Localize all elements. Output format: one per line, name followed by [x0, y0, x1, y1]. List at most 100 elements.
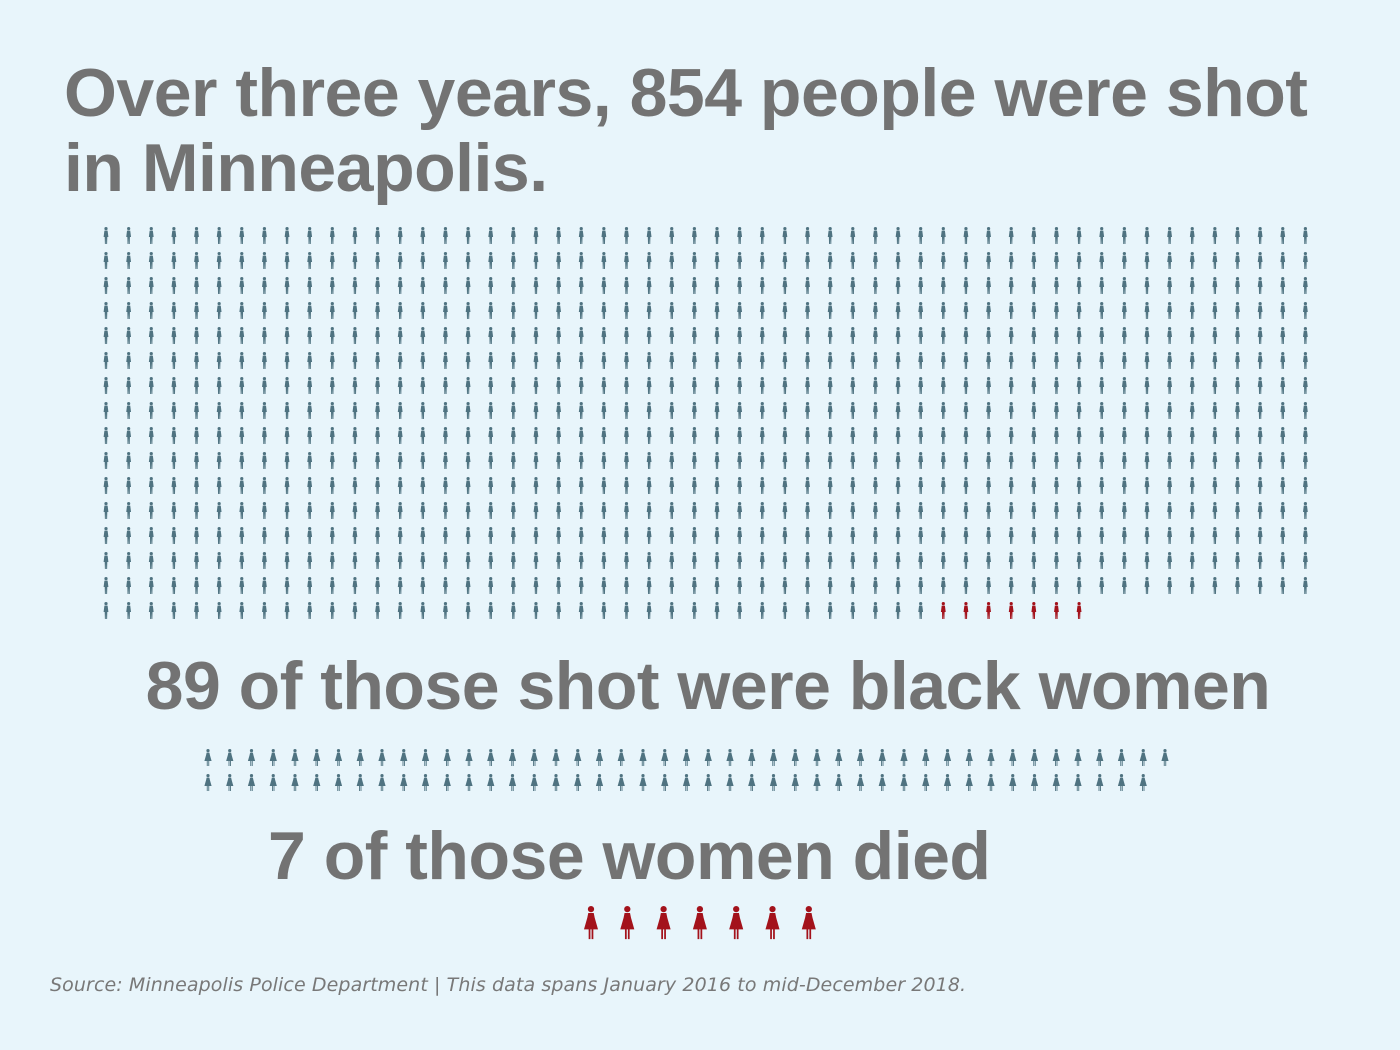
person-icon: [488, 277, 494, 294]
woman-icon: [1052, 774, 1060, 791]
person-icon: [782, 277, 788, 294]
person-icon: [352, 552, 358, 569]
person-icon: [601, 327, 607, 344]
person-icon: [510, 577, 516, 594]
person-icon: [171, 527, 177, 544]
person-icon: [103, 402, 109, 419]
person-icon: [624, 527, 629, 544]
person-icon: [510, 252, 516, 269]
person-icon: [782, 502, 788, 519]
subtitle-women-died: 7 of those women died: [268, 818, 991, 894]
person-icon: [918, 502, 924, 519]
person-icon: [352, 502, 358, 519]
person-icon: [1302, 477, 1308, 494]
person-icon: [669, 227, 675, 244]
person-icon: [1076, 277, 1082, 294]
person-icon: [827, 252, 833, 269]
person-icon: [239, 427, 245, 444]
person-icon: [691, 252, 697, 269]
person-icon: [759, 352, 765, 369]
person-icon: [284, 252, 290, 269]
person-icon: [714, 477, 720, 494]
person-icon: [1076, 502, 1082, 519]
person-icon: [578, 302, 584, 319]
person-icon: [510, 302, 516, 319]
person-icon: [488, 527, 494, 544]
person-icon: [1031, 327, 1037, 344]
person-icon: [1302, 527, 1308, 544]
person-icon: [646, 327, 652, 344]
person-icon: [375, 302, 380, 319]
person-icon: [307, 352, 313, 369]
person-icon: [1212, 502, 1218, 519]
person-icon: [1280, 402, 1286, 419]
person-icon: [669, 427, 675, 444]
person-icon: [940, 277, 946, 294]
woman-icon: [443, 749, 451, 766]
person-icon: [352, 352, 358, 369]
person-icon: [307, 402, 313, 419]
person-icon: [782, 577, 788, 594]
person-icon: [827, 327, 833, 344]
person-icon: [352, 477, 358, 494]
woman-icon: [748, 774, 756, 791]
person-icon: [262, 352, 267, 369]
person-icon: [624, 452, 629, 469]
woman-icon: [334, 774, 343, 791]
person-icon: [714, 427, 720, 444]
person-icon: [216, 577, 222, 594]
person-icon: [1076, 402, 1082, 419]
person-icon: [216, 327, 222, 344]
person-icon: [646, 452, 652, 469]
person-icon: [805, 252, 810, 269]
woman-icon: [922, 749, 930, 766]
person-icon: [782, 427, 788, 444]
person-icon: [601, 252, 607, 269]
person-icon: [397, 302, 403, 319]
person-icon: [669, 402, 675, 419]
woman-icon: [1052, 749, 1060, 766]
person-icon: [963, 252, 969, 269]
person-icon: [850, 552, 856, 569]
person-icon: [691, 452, 697, 469]
person-icon: [805, 477, 810, 494]
person-icon: [1121, 277, 1127, 294]
person-icon: [103, 552, 109, 569]
person-icon: [1008, 302, 1014, 319]
person-icon: [624, 602, 629, 619]
person-icon: [194, 327, 199, 344]
person-icon: [646, 227, 652, 244]
subtitle-black-women: 89 of those shot were black women: [145, 648, 1271, 724]
person-icon: [940, 552, 946, 569]
woman-icon: [661, 774, 669, 791]
person-icon: [239, 227, 245, 244]
person-icon: [1280, 302, 1286, 319]
person-icon: [737, 377, 743, 394]
person-icon: [1031, 527, 1037, 544]
woman-icon: [313, 749, 321, 766]
person-icon: [284, 377, 290, 394]
person-icon: [239, 252, 245, 269]
person-icon: [850, 602, 856, 619]
person-icon: [714, 577, 720, 594]
person-icon: [1212, 302, 1218, 319]
person-icon: [1167, 277, 1173, 294]
person-icon: [126, 552, 132, 569]
person-icon: [646, 477, 652, 494]
person-icon: [1167, 377, 1173, 394]
person-icon: [1031, 402, 1037, 419]
woman-icon: [421, 749, 430, 766]
person-icon: [1302, 377, 1308, 394]
person-icon: [714, 252, 720, 269]
person-icon: [1054, 577, 1059, 594]
person-icon: [194, 602, 199, 619]
person-icon: [737, 452, 743, 469]
person-icon: [262, 502, 267, 519]
person-icon: [1257, 577, 1263, 594]
person-icon: [1144, 577, 1150, 594]
person-icon: [1031, 277, 1037, 294]
person-icon: [1099, 252, 1105, 269]
person-icon: [1054, 477, 1059, 494]
person-icon: [420, 527, 426, 544]
